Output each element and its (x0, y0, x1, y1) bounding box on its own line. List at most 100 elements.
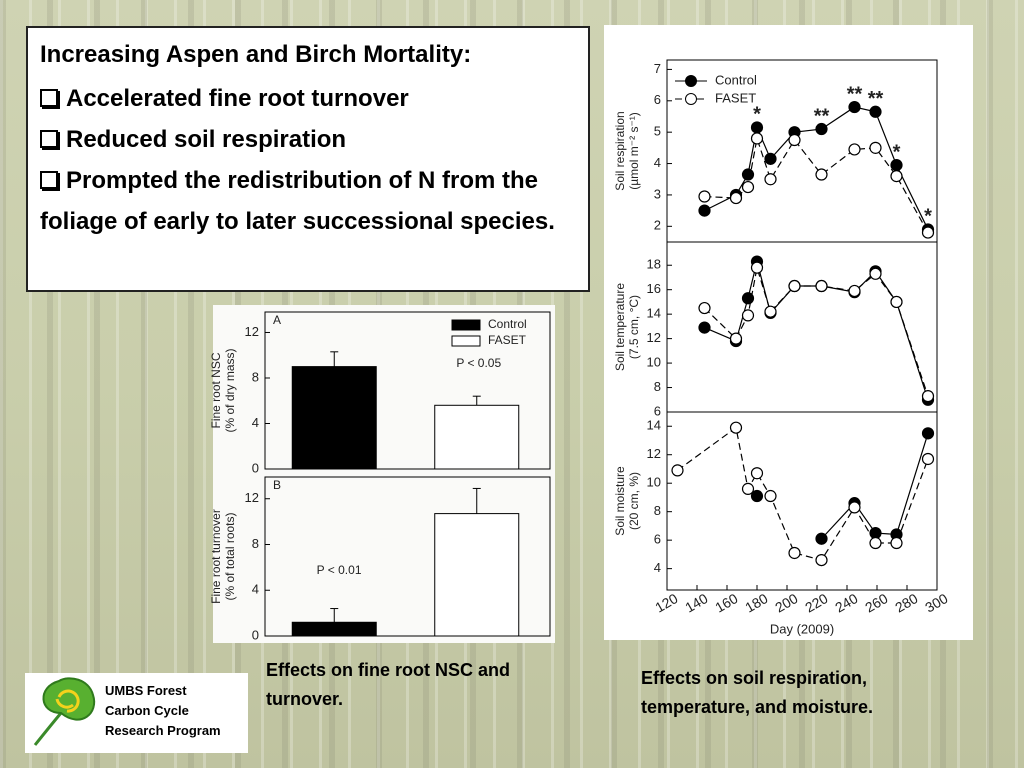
y-tick-label: 18 (647, 257, 661, 272)
marker (741, 482, 755, 495)
marker (729, 332, 743, 345)
plot-frame (666, 411, 938, 591)
item-text: Accelerated fine root turnover (66, 85, 409, 112)
y-tick-label: 10 (647, 475, 661, 490)
marker (671, 464, 684, 477)
significance: * (893, 141, 901, 163)
logo-line: Carbon Cycle (105, 703, 189, 718)
marker (741, 168, 755, 181)
marker (698, 204, 711, 217)
marker (869, 141, 882, 154)
legend-swatch (451, 335, 481, 347)
marker (890, 536, 903, 550)
y-tick-label: 8 (252, 369, 259, 384)
caption: Effects on soil respiration, temperature… (641, 668, 874, 717)
y-axis-label: Fine root NSC (209, 352, 223, 428)
y-tick-label: 7 (654, 61, 661, 76)
significance: * (924, 206, 932, 228)
y-tick-label: 0 (252, 460, 259, 475)
logo-line: UMBS Forest (105, 683, 187, 698)
logo-icon (33, 677, 96, 746)
y-tick-label: 0 (252, 627, 259, 642)
legend-label: FASET (488, 333, 527, 347)
logo-line: Research Program (105, 723, 221, 738)
marker (869, 526, 882, 540)
legend-label: Control (715, 72, 757, 87)
bar (291, 366, 377, 470)
bullet-item: Accelerated fine root turnover (40, 78, 576, 119)
bar (434, 513, 520, 637)
series-line (677, 426, 929, 561)
marker (921, 452, 935, 466)
logo-text: UMBS Forest Carbon Cycle Research Progra… (105, 681, 221, 741)
y-axis-label: (µmol m⁻² s⁻¹) (627, 112, 641, 190)
marker (764, 173, 777, 186)
y-tick-label: 12 (245, 490, 259, 505)
bullet-item: Prompted the redistribution of N from th… (40, 160, 576, 242)
y-axis-label: (7.5 cm, °C) (627, 295, 641, 359)
bullet (40, 171, 58, 189)
y-tick-label: 10 (647, 355, 661, 370)
bullet (40, 130, 58, 148)
item-text: Prompted the redistribution of N from th… (40, 167, 555, 235)
y-tick-label: 6 (654, 532, 661, 547)
y-axis-label: Soil temperature (613, 283, 627, 371)
text-box: Increasing Aspen and Birch Mortality: Ac… (26, 26, 590, 292)
marker (698, 190, 711, 203)
marker (815, 553, 828, 567)
bar (291, 621, 377, 637)
y-tick-label: 8 (654, 379, 661, 394)
marker (815, 279, 828, 293)
marker (788, 546, 801, 560)
annotation: P < 0.01 (317, 563, 362, 577)
marker (750, 132, 764, 145)
legend-label: FASET (715, 90, 756, 105)
marker (848, 100, 861, 114)
marker (764, 152, 777, 165)
panel-label: B (273, 478, 281, 492)
significance: * (753, 104, 761, 126)
y-tick-label: 8 (252, 536, 259, 551)
marker (848, 284, 861, 298)
y-tick-label: 12 (647, 446, 661, 461)
marker (764, 489, 777, 503)
marker (729, 191, 743, 205)
marker (869, 267, 882, 280)
y-tick-label: 3 (654, 186, 661, 201)
marker (815, 122, 828, 136)
y-tick-label: 16 (647, 281, 661, 296)
y-tick-label: 8 (654, 503, 661, 518)
item-text: Reduced soil respiration (66, 126, 347, 153)
panel-label: A (273, 313, 281, 327)
annotation: P < 0.05 (456, 356, 501, 370)
logo: UMBS Forest Carbon Cycle Research Progra… (25, 673, 248, 753)
marker (750, 261, 764, 274)
marker (750, 467, 764, 480)
marker (750, 489, 764, 503)
marker (890, 295, 903, 309)
marker (741, 309, 755, 322)
y-axis-label: Soil respiration (613, 111, 627, 190)
bar (434, 404, 520, 470)
marker (788, 279, 801, 293)
marker (869, 536, 882, 550)
y-tick-label: 14 (647, 418, 661, 433)
y-axis-label: (% of dry mass) (223, 348, 237, 432)
y-tick-label: 5 (654, 124, 661, 139)
y-axis-label: (20 cm, %) (627, 472, 641, 530)
marker (729, 421, 743, 434)
marker (921, 390, 935, 403)
bullet-item: Reduced soil respiration (40, 119, 576, 160)
y-tick-label: 2 (654, 218, 661, 233)
marker (848, 143, 861, 156)
bullet (40, 89, 58, 107)
caption: Effects on fine root NSC and turnover. (266, 660, 511, 709)
marker (890, 170, 903, 183)
legend-marker (685, 93, 697, 105)
plot-frame (264, 476, 551, 637)
marker (741, 292, 755, 305)
legend-swatch (451, 319, 481, 331)
marker (921, 226, 935, 239)
